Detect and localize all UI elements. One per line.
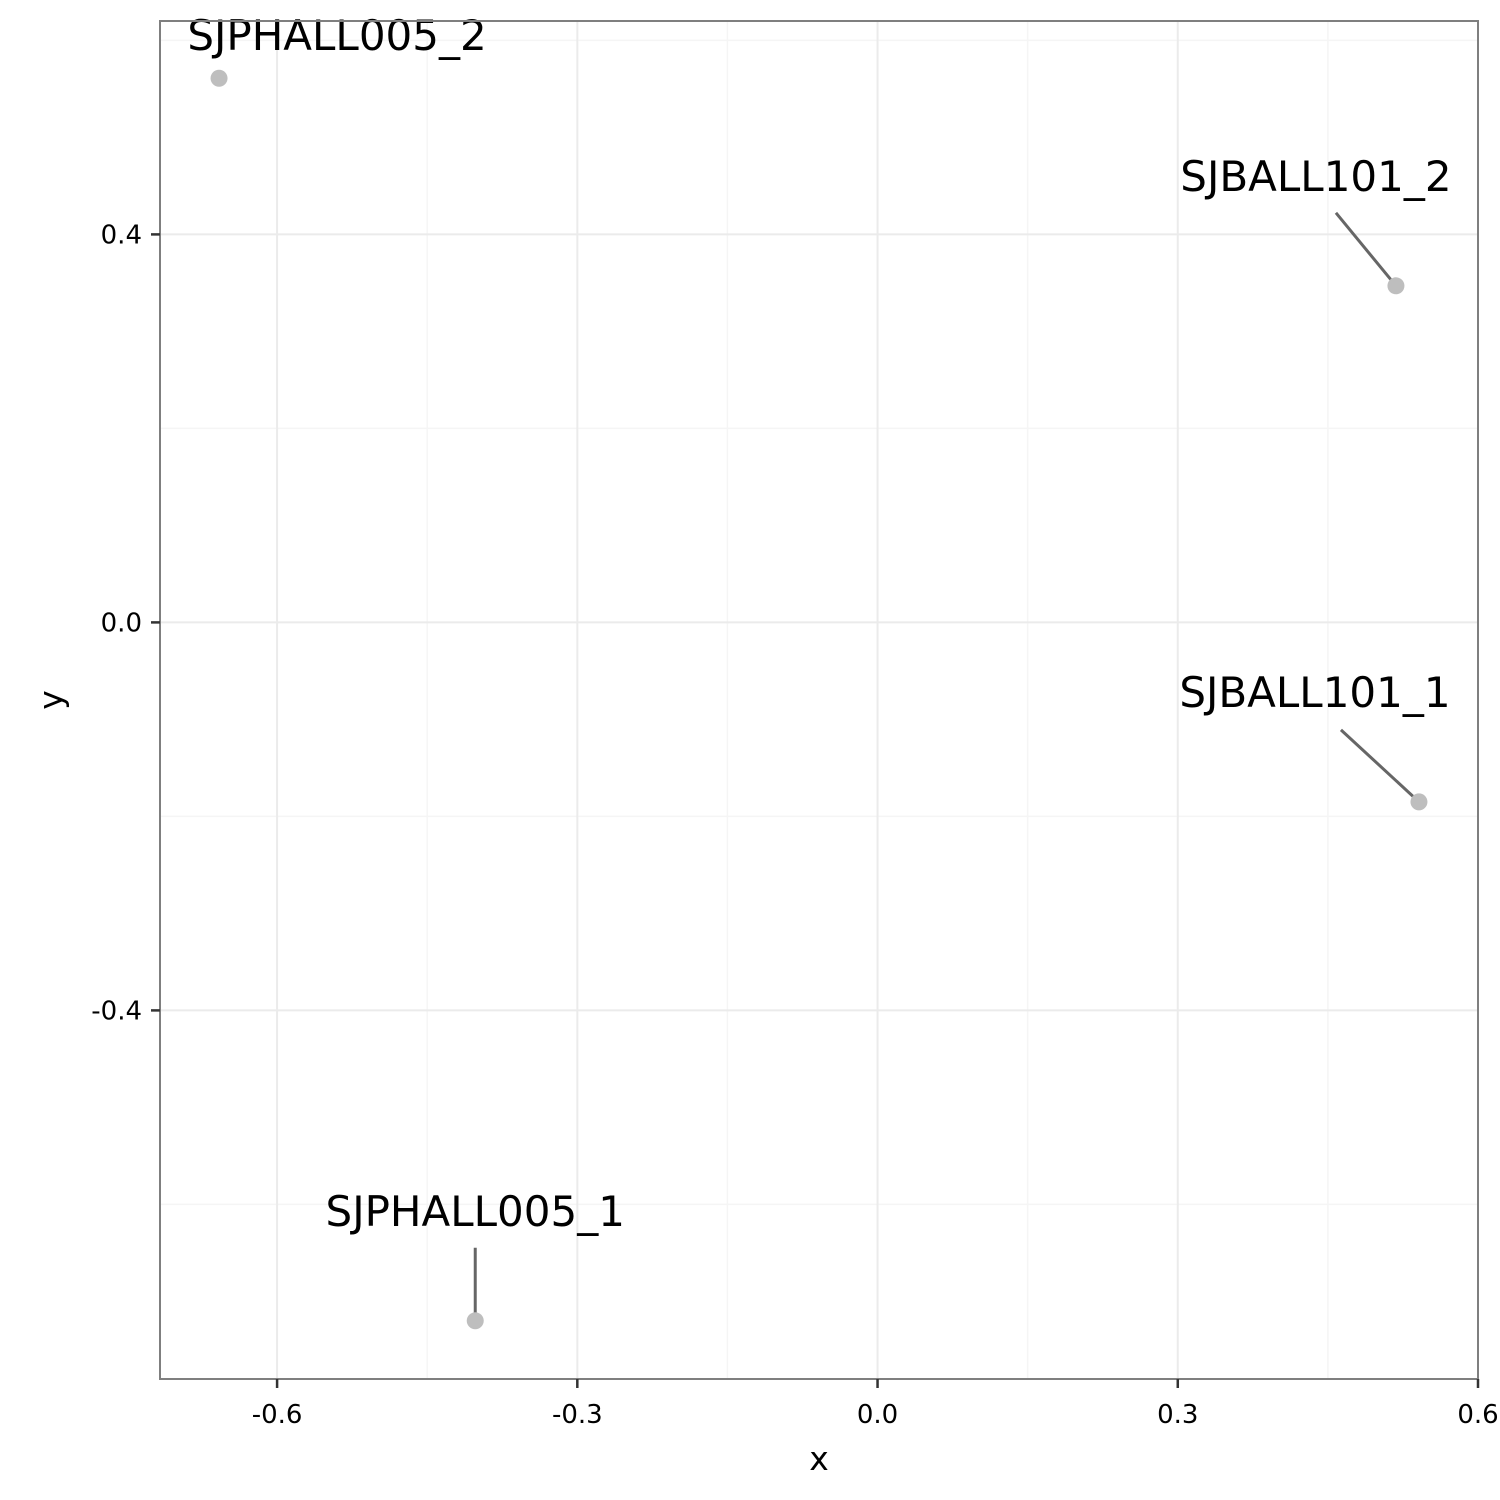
- leader-line: [1334, 211, 1398, 287]
- x-tick-label: 0.0: [857, 1400, 898, 1430]
- y-tick-label: 0.0: [101, 608, 142, 638]
- x-axis-title: x: [809, 1439, 829, 1478]
- y-tick-label: -0.4: [91, 996, 142, 1026]
- data-points: [210, 69, 1428, 1330]
- x-tick-label: -0.6: [252, 1400, 303, 1430]
- data-point: [1387, 277, 1405, 295]
- x-axis: -0.6 -0.3 0.0 0.3 0.6: [252, 1379, 1499, 1430]
- x-tick-label: -0.3: [552, 1400, 603, 1430]
- leader-line: [1339, 728, 1420, 803]
- y-axis: 0.4 0.0 -0.4: [91, 220, 160, 1026]
- point-label: SJPHALL005_2: [187, 11, 486, 60]
- data-point: [1410, 793, 1428, 811]
- data-point: [210, 69, 228, 87]
- data-point: [466, 1312, 484, 1330]
- point-label: SJBALL101_2: [1180, 152, 1451, 201]
- y-axis-title: y: [31, 690, 70, 710]
- point-label: SJPHALL005_1: [326, 1187, 625, 1236]
- panel-border: [159, 20, 1479, 1380]
- label-leader-lines: [473, 211, 1420, 1321]
- point-label: SJBALL101_1: [1179, 668, 1450, 717]
- grid-minor: [160, 21, 1478, 1379]
- x-tick-label: 0.6: [1457, 1400, 1498, 1430]
- x-tick-label: 0.3: [1157, 1400, 1198, 1430]
- y-tick-label: 0.4: [101, 220, 142, 250]
- point-labels: SJPHALL005_2 SJBALL101_2 SJBALL101_1 SJPHAL…: [187, 11, 1451, 1236]
